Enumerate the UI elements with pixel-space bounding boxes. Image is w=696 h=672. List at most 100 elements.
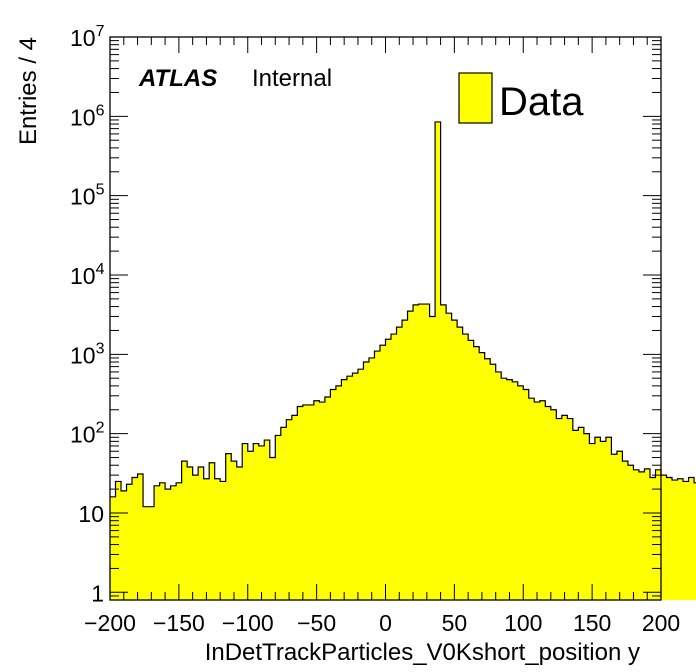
histogram-bin [484,358,491,600]
x-tick-label: 150 [573,610,611,636]
y-tick-label: 103 [70,340,105,368]
histogram-bin [402,320,408,600]
histogram-bin [578,427,585,600]
x-axis-title: InDetTrackParticles_V0Kshort_position y [205,639,640,666]
histogram-bin [368,357,375,600]
histogram-bin [291,415,298,600]
histogram-bin [220,481,227,600]
histogram-bin [236,466,243,600]
histogram-bin [600,441,607,600]
histogram-bin [165,489,171,600]
histogram-bin [644,468,651,600]
atlas-label: ATLAS [138,65,217,92]
histogram-bin [649,477,656,600]
histogram-bars [110,121,696,601]
histogram-bin [666,477,673,600]
histogram-bin [611,454,618,600]
histogram-bin [374,351,381,600]
histogram-bin [297,406,304,600]
histogram-bin [198,466,204,600]
histogram-bin [137,474,144,600]
y-axis-ticks [110,36,661,601]
histogram-bin [132,477,138,600]
x-tick-label: −200 [84,610,136,636]
y-tick-label: 106 [70,102,105,130]
histogram-bin [627,465,634,600]
histogram-bin [589,443,596,600]
histogram-bin [462,334,469,600]
histogram-bin [672,480,678,600]
histogram-bin [446,313,452,600]
histogram-bin [275,435,282,600]
histogram-bin [572,430,579,600]
histogram-bin [330,389,337,600]
histogram-bin [468,340,474,600]
histogram-bin [319,402,326,600]
histogram-bin [231,461,238,600]
histogram-bin [622,461,629,600]
histogram-bin [583,433,590,600]
histogram-bin [159,482,166,600]
histogram-bin [429,316,436,600]
histogram-bin [683,481,689,600]
x-tick-label: −150 [153,610,205,636]
histogram-bin [633,469,640,600]
histogram-bin [457,327,463,600]
histogram-bin [253,443,260,600]
histogram-bin [688,477,695,600]
y-axis-tick-labels: 1 10 102 103 104 105 106 107 [70,23,105,606]
histogram-bin [490,364,496,600]
histogram-bin [556,418,563,600]
y-axis-title: Entries / 4 [15,37,42,145]
histogram-bin [517,385,524,600]
internal-label: Internal [252,65,332,92]
histogram-bin [176,482,182,600]
histogram-bin [479,352,485,600]
y-tick-label: 107 [70,23,105,51]
y-tick-label: 10 [78,501,104,527]
histogram-bin [418,304,425,600]
histogram-bin [661,475,667,600]
histogram-bin [528,398,535,600]
histogram-bin [324,396,331,600]
histogram-bin [264,440,271,600]
histogram-bin [506,379,513,600]
y-tick-label: 1 [91,580,104,606]
histogram-bin [154,485,160,600]
histogram-bin [258,445,265,600]
histogram-bin [308,404,315,600]
histogram-bin [435,121,441,601]
histogram-bin [534,402,541,600]
histogram-bin [346,376,353,600]
histogram-bin [407,311,414,600]
histogram-bin [363,362,370,600]
x-tick-label: 0 [379,610,392,636]
histogram-bin [545,406,552,600]
histogram-bin [192,475,199,600]
histogram-bin [148,506,155,600]
histogram-bin [539,400,546,600]
histogram-bin [203,478,210,600]
histogram-bin [385,339,392,600]
x-tick-label: −50 [297,610,336,636]
histogram-bin [225,453,232,600]
histogram-bin [187,466,193,600]
histogram-bin [302,404,309,600]
x-tick-label: 200 [642,610,680,636]
histogram-bin [209,462,215,600]
histogram-bin [379,345,386,600]
histogram-bin [214,478,221,600]
histogram-bin [341,379,348,600]
histogram-bin [561,415,568,600]
histogram-bin [391,334,397,600]
histogram-outline [110,121,696,508]
histogram-bin [424,304,430,600]
y-tick-label: 104 [70,261,105,289]
histogram-bin [335,385,342,600]
histogram-bin [413,304,419,600]
histogram-bin [280,427,287,600]
histogram-bin [357,369,364,600]
histogram-bin [616,451,623,600]
x-tick-label: −100 [222,610,274,636]
